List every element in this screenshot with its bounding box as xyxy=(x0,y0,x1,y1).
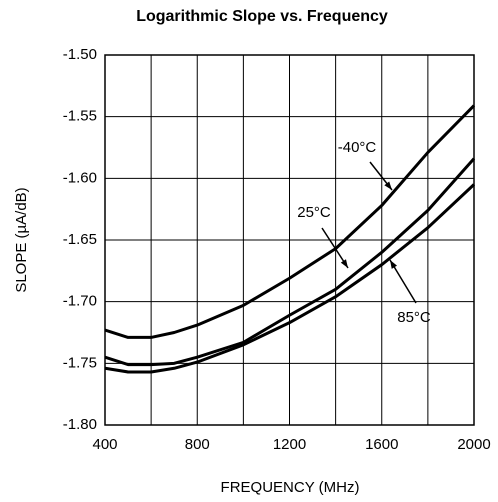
x-tick-label: 800 xyxy=(185,436,210,453)
series-line xyxy=(104,104,476,339)
chart-title: Logarithmic Slope vs. Frequency xyxy=(136,8,388,25)
y-tick-label: -1.70 xyxy=(63,293,97,310)
plot-frame xyxy=(104,54,475,426)
y-tick-label: -1.50 xyxy=(63,46,97,63)
annotation-arrowhead xyxy=(384,181,392,190)
annotation-arrowhead xyxy=(390,260,398,269)
y-tick-label: -1.80 xyxy=(63,416,97,433)
series-label: -40°C xyxy=(338,139,377,156)
y-axis-label: SLOPE (µA/dB) xyxy=(13,187,30,292)
y-tick-label: -1.55 xyxy=(63,108,97,125)
series-label: 25°C xyxy=(297,204,331,221)
x-tick-label: 1600 xyxy=(365,436,398,453)
x-tick-label: 2000 xyxy=(457,436,490,453)
annotation-arrowhead xyxy=(340,259,348,268)
x-tick-label: 1200 xyxy=(273,436,306,453)
x-axis-label: FREQUENCY (MHz) xyxy=(221,479,360,496)
series-line xyxy=(104,157,476,367)
x-tick-label: 400 xyxy=(92,436,117,453)
y-tick-label: -1.65 xyxy=(63,231,97,248)
series-label: 85°C xyxy=(397,309,431,326)
y-tick-label: -1.75 xyxy=(63,354,97,371)
series-line xyxy=(104,183,476,374)
y-tick-label: -1.60 xyxy=(63,169,97,186)
